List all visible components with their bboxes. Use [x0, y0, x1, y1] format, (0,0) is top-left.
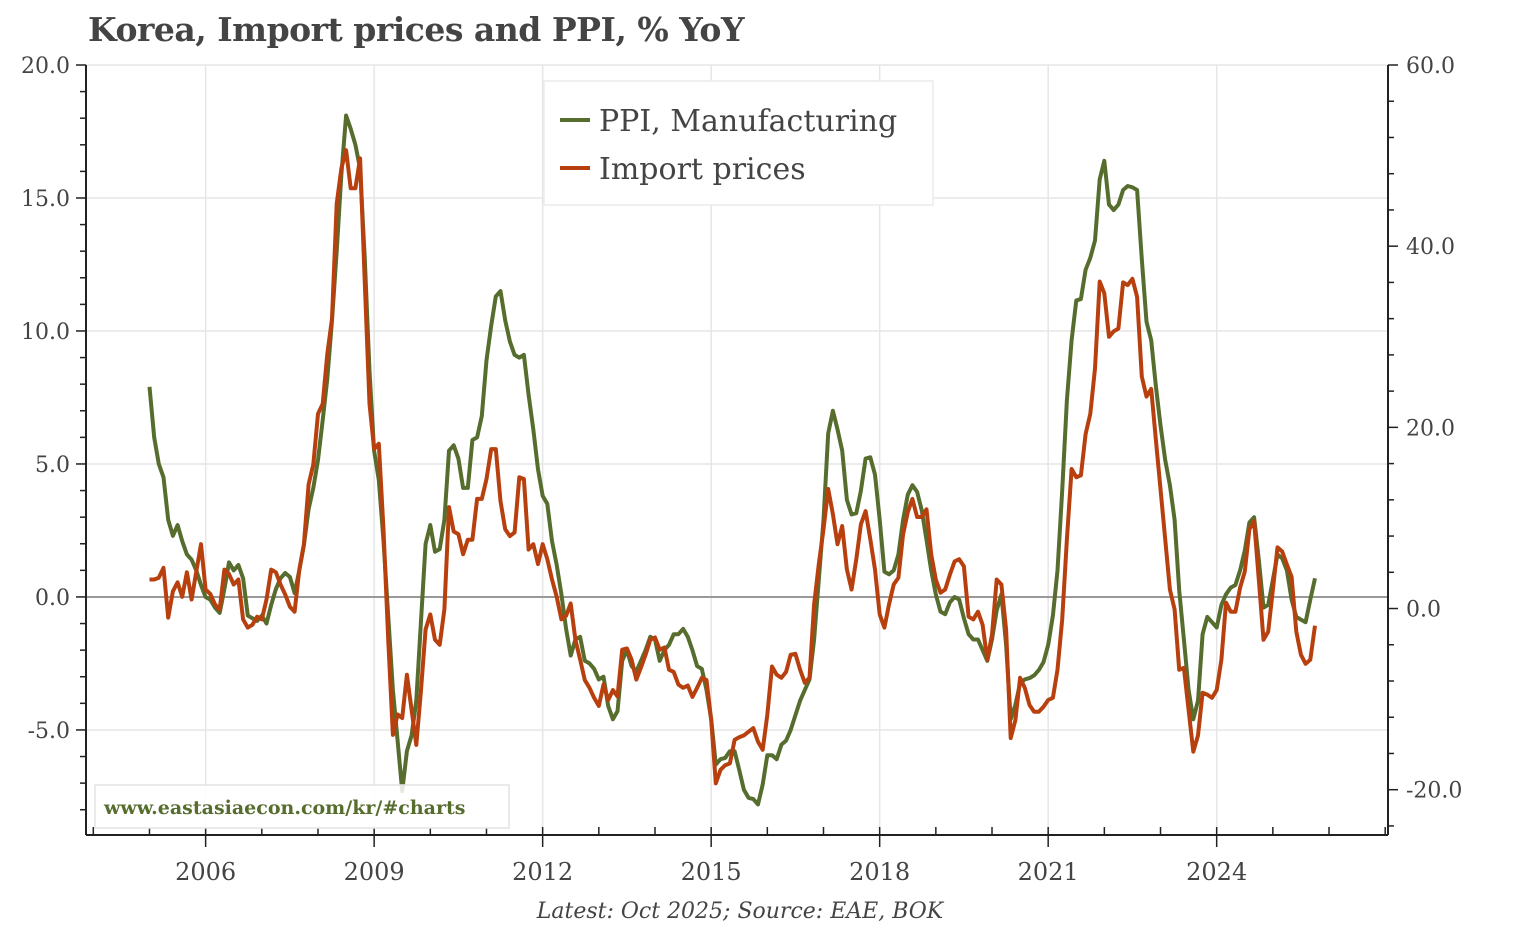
- x-tick-label: 2006: [175, 858, 236, 886]
- source-note: Latest: Oct 2025; Source: EAE, BOK: [536, 899, 945, 924]
- legend: PPI, Manufacturing Import prices: [543, 80, 934, 206]
- x-tick-label: 2009: [344, 858, 405, 886]
- left-tick-label: 20.0: [21, 54, 70, 79]
- legend-box: [543, 80, 934, 206]
- legend-label-ppi: PPI, Manufacturing: [599, 104, 897, 139]
- series-layer: [147, 113, 1317, 807]
- watermark-box: [94, 784, 510, 829]
- watermark: www.eastasiaecon.com/kr/#charts: [94, 784, 510, 829]
- right-tick-label: 40.0: [1406, 235, 1455, 260]
- x-tick-label: 2024: [1186, 858, 1247, 886]
- right-tick-label: 20.0: [1406, 416, 1455, 441]
- series-line-import-prices: [149, 148, 1317, 786]
- x-tick-label: 2018: [849, 858, 910, 886]
- legend-label-import-prices: Import prices: [599, 152, 806, 187]
- series-line-ppi: [147, 113, 1317, 807]
- watermark-link[interactable]: www.eastasiaecon.com/kr/#charts: [103, 797, 465, 819]
- left-tick-label: 0.0: [35, 586, 70, 611]
- x-tick-label: 2015: [681, 858, 742, 886]
- x-tick-label: 2012: [512, 858, 573, 886]
- right-tick-label: 60.0: [1406, 54, 1455, 79]
- chart-title: Korea, Import prices and PPI, % YoY: [88, 10, 745, 49]
- right-tick-label: -20.0: [1406, 779, 1462, 804]
- left-tick-label: 10.0: [21, 320, 70, 345]
- left-tick-label: 5.0: [35, 453, 70, 478]
- axes: 20.0 15.0 10.0 5.0 0.0 -5.0 60.0 40.0 20.0 0.0 -20…: [21, 54, 1462, 886]
- left-tick-label: 15.0: [21, 187, 70, 212]
- left-tick-label: -5.0: [28, 719, 70, 744]
- x-tick-label: 2021: [1018, 858, 1079, 886]
- right-tick-label: 0.0: [1406, 598, 1441, 623]
